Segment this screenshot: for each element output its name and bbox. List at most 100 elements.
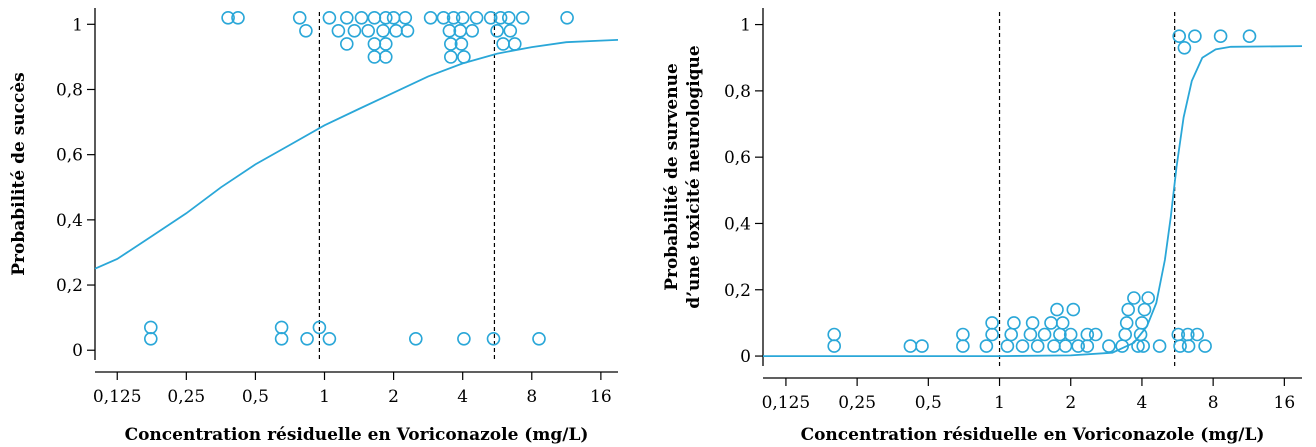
data-point bbox=[915, 339, 929, 353]
data-point bbox=[1136, 339, 1150, 353]
data-point bbox=[1213, 29, 1228, 44]
data-point bbox=[423, 10, 438, 25]
data-point bbox=[483, 10, 498, 25]
y-tick-label: 0,2 bbox=[724, 281, 751, 301]
y-tick-label: 1 bbox=[72, 15, 83, 35]
x-tick-label: 16 bbox=[1274, 393, 1296, 413]
data-point bbox=[367, 50, 382, 64]
y-tick-label: 0,2 bbox=[56, 276, 83, 296]
data-point bbox=[1118, 327, 1132, 342]
data-point bbox=[398, 10, 413, 25]
x-tick-label: 16 bbox=[590, 387, 612, 407]
data-point bbox=[979, 339, 994, 353]
data-point bbox=[1181, 339, 1196, 353]
data-point bbox=[378, 37, 393, 51]
data-point bbox=[956, 339, 970, 353]
data-point bbox=[503, 23, 518, 38]
data-point bbox=[354, 10, 369, 25]
x-axis-title: Concentration résiduelle en Voriconazole… bbox=[801, 425, 1265, 445]
data-point bbox=[1102, 339, 1116, 353]
data-point bbox=[1088, 327, 1103, 342]
data-point bbox=[1066, 302, 1081, 317]
data-point bbox=[1242, 29, 1257, 44]
data-point bbox=[1121, 302, 1135, 317]
data-point bbox=[827, 339, 842, 353]
data-point bbox=[1007, 316, 1021, 330]
data-point bbox=[339, 37, 354, 51]
data-point bbox=[1173, 339, 1187, 353]
data-point bbox=[1071, 339, 1085, 353]
data-point bbox=[299, 23, 313, 38]
data-point bbox=[1030, 339, 1045, 353]
data-point bbox=[1190, 327, 1204, 342]
data-point bbox=[903, 339, 918, 353]
data-point bbox=[1004, 327, 1019, 342]
data-point bbox=[1015, 339, 1030, 353]
success-probability-chart: 0 0,2 0,4 0,6 0,8 1 0,125 0,25 0,5 1 2 4 8 16Concentr… bbox=[9, 8, 619, 445]
data-point bbox=[455, 10, 470, 25]
y-tick-label: 0,4 bbox=[724, 214, 751, 234]
data-point bbox=[1025, 316, 1040, 330]
data-point bbox=[985, 316, 999, 330]
x-tick-label: 0,25 bbox=[838, 393, 876, 413]
data-point bbox=[347, 23, 362, 38]
data-point bbox=[408, 331, 423, 346]
data-point bbox=[1141, 291, 1155, 305]
data-point bbox=[490, 23, 504, 38]
data-point bbox=[389, 23, 403, 38]
data-point bbox=[331, 23, 346, 38]
data-point bbox=[1188, 29, 1202, 44]
y-tick-label: 0,8 bbox=[56, 80, 83, 100]
data-point bbox=[827, 327, 842, 342]
data-point bbox=[1050, 302, 1064, 317]
data-point bbox=[501, 10, 516, 25]
y-tick-label: 0,6 bbox=[56, 146, 83, 166]
data-point bbox=[367, 10, 382, 25]
x-tick-label: 1 bbox=[319, 387, 330, 407]
data-point bbox=[443, 37, 458, 51]
x-tick-label: 2 bbox=[1065, 393, 1076, 413]
data-point bbox=[274, 331, 289, 346]
y-axis-title: Probabilité de survenue bbox=[662, 63, 682, 291]
data-point bbox=[1063, 327, 1078, 342]
data-point bbox=[274, 320, 289, 335]
data-point bbox=[400, 23, 415, 38]
logistic-curve bbox=[94, 39, 619, 270]
data-point bbox=[1177, 40, 1192, 55]
data-point bbox=[378, 10, 393, 25]
y-tick-label: 0,4 bbox=[56, 211, 83, 231]
data-point bbox=[1127, 291, 1141, 305]
data-point bbox=[507, 37, 522, 51]
data-point bbox=[560, 10, 574, 25]
data-point bbox=[493, 10, 508, 25]
y-tick-label: 0 bbox=[72, 341, 83, 361]
data-point bbox=[322, 331, 337, 346]
data-point bbox=[496, 37, 510, 51]
data-point bbox=[367, 37, 382, 51]
x-tick-label: 1 bbox=[994, 393, 1005, 413]
x-tick-label: 0,125 bbox=[93, 387, 142, 407]
data-point bbox=[144, 320, 158, 335]
data-point bbox=[515, 10, 530, 25]
data-point bbox=[436, 10, 451, 25]
data-point bbox=[144, 331, 158, 346]
data-point bbox=[1137, 302, 1152, 317]
x-tick-label: 0,125 bbox=[762, 393, 811, 413]
data-point bbox=[442, 23, 457, 38]
x-tick-label: 4 bbox=[1137, 393, 1148, 413]
data-point bbox=[443, 50, 458, 64]
data-point bbox=[312, 320, 327, 335]
data-point bbox=[457, 50, 471, 64]
data-point bbox=[231, 10, 245, 25]
logistic-curve bbox=[763, 45, 1303, 357]
data-point bbox=[1119, 316, 1134, 330]
data-point bbox=[322, 10, 337, 25]
x-tick-label: 0,5 bbox=[915, 393, 942, 413]
data-point bbox=[1044, 316, 1058, 330]
data-point bbox=[378, 50, 393, 64]
y-tick-label: 0,8 bbox=[724, 82, 751, 102]
data-point bbox=[1058, 339, 1073, 353]
data-point bbox=[1037, 327, 1052, 342]
data-point bbox=[454, 37, 469, 51]
